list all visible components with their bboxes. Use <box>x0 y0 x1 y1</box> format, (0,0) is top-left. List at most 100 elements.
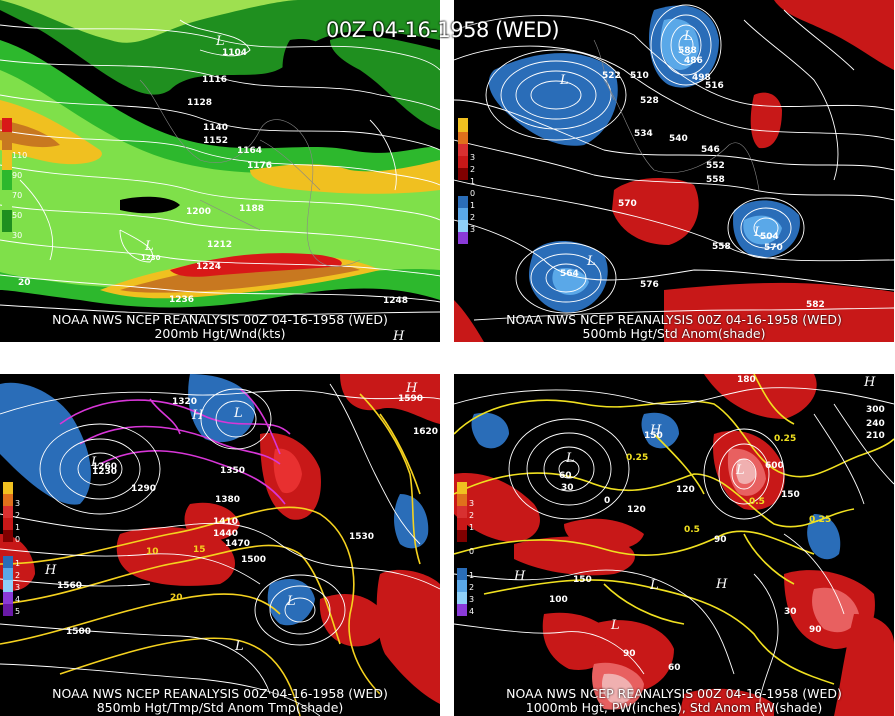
legend-label: 0 <box>469 547 474 556</box>
contour-label: 90 <box>714 535 727 545</box>
contour-label: 1230 <box>141 254 161 262</box>
contour-label: 1176 <box>247 161 272 171</box>
contour-label: 150 <box>781 490 800 500</box>
contour-label: 1560 <box>57 581 82 591</box>
map-200mb: 1104 1116 1128 1140 1152 1164 1176 1188 … <box>0 0 440 342</box>
low-marker: L <box>649 578 659 593</box>
legend-label: 3 <box>15 583 20 592</box>
legend-850mb: 3 2 1 0 1 2 3 4 5 <box>3 482 20 616</box>
high-marker: H <box>513 569 526 584</box>
legend-label: 2 <box>470 213 475 222</box>
low-marker: L <box>233 406 243 421</box>
contour-label: 1350 <box>220 466 245 476</box>
contour-label: 558 <box>712 242 731 252</box>
legend-label: 2 <box>15 571 20 580</box>
pw-label: 0.25 <box>626 453 648 463</box>
contour-label: 1164 <box>237 146 262 156</box>
low-marker: L <box>586 254 596 269</box>
high-marker: H <box>392 329 405 342</box>
contour-label: 540 <box>669 134 688 144</box>
low-marker: L <box>90 455 100 470</box>
contour-label: 564 <box>560 269 579 279</box>
legend-label: 2 <box>469 583 474 592</box>
contour-label: 1440 <box>213 529 238 539</box>
legend-label: 0 <box>470 189 475 198</box>
contour-label: 1410 <box>213 517 238 527</box>
contour-label: 30 <box>784 607 797 617</box>
contour-label: 534 <box>634 129 653 139</box>
contour-label: 1200 <box>186 207 211 217</box>
temp-label: 10 <box>146 547 159 557</box>
contour-label: 558 <box>706 175 725 185</box>
contour-label: 1500 <box>66 627 91 637</box>
legend-label: 3 <box>470 153 475 162</box>
temp-label: 20 <box>170 593 183 603</box>
caption-source: NOAA NWS NCEP REANALYSIS 00Z 04-16-1958 … <box>52 686 388 701</box>
high-marker: H <box>715 577 728 592</box>
contour-label: 522 <box>602 71 621 81</box>
contour-label: 1290 <box>131 484 156 494</box>
contour-label: 120 <box>627 505 646 515</box>
contour-label: 1212 <box>207 240 232 250</box>
contour-label: 90 <box>623 649 636 659</box>
panel-200mb: 1104 1116 1128 1140 1152 1164 1176 1188 … <box>0 0 440 342</box>
contour-label: 1230 <box>92 467 117 477</box>
legend-label: 2 <box>470 165 475 174</box>
contour-label: 582 <box>806 300 825 310</box>
contour-label: 1116 <box>202 75 227 85</box>
contour-label: 1500 <box>241 555 266 565</box>
page-title: 00Z 04-16-1958 (WED) <box>326 18 560 42</box>
caption-field: 500mb Hgt/Std Anom(shade) <box>582 326 766 341</box>
low-marker: L <box>753 225 763 240</box>
legend-label: 3 <box>469 595 474 604</box>
legend-label: 4 <box>15 595 20 604</box>
low-marker: L <box>683 29 693 44</box>
low-marker: L <box>234 639 244 654</box>
legend-label: 2 <box>15 511 20 520</box>
map-1000mb: 180 300 210 240 150 120 90 60 30 0 0.25 … <box>454 374 894 716</box>
contour-label: 1380 <box>215 495 240 505</box>
contour-label: 600 <box>765 461 784 471</box>
contour-label: 20 <box>18 278 31 288</box>
contour-label: 60 <box>559 471 572 481</box>
contour-label: 60 <box>668 663 681 673</box>
pw-label: 0.25 <box>809 515 831 525</box>
legend-label: 50 <box>12 211 22 220</box>
caption-source: NOAA NWS NCEP REANALYSIS 00Z 04-16-1958 … <box>506 312 842 327</box>
contour-label: 1128 <box>187 98 212 108</box>
high-marker: H <box>405 381 418 396</box>
low-marker: L <box>735 463 745 478</box>
legend-500mb: 3 2 1 0 1 2 3 <box>458 118 475 244</box>
contour-label: 1152 <box>203 136 228 146</box>
low-marker: L <box>610 618 620 633</box>
map-850mb: 1320 1290 1260 1230 1350 1380 1410 1440 … <box>0 374 440 716</box>
contour-label: 300 <box>866 405 885 415</box>
contour-label: 486 <box>684 56 703 66</box>
caption-field: 850mb Hgt/Tmp/Std Anom Tmp(shade) <box>96 700 344 715</box>
contour-label: 1104 <box>222 48 247 58</box>
legend-label: 30 <box>12 231 22 240</box>
contour-label: 1224 <box>196 262 221 272</box>
contour-label: 570 <box>618 199 637 209</box>
contour-label: 1140 <box>203 123 228 133</box>
legend-label: 0 <box>15 535 20 544</box>
contour-label: 546 <box>701 145 720 155</box>
legend-label: 110 <box>12 151 27 160</box>
legend-label: 1 <box>469 571 474 580</box>
legend-label: 70 <box>12 191 22 200</box>
legend-label: 5 <box>15 607 20 616</box>
high-marker: H <box>44 563 57 578</box>
contour-label: 1248 <box>383 296 408 306</box>
high-marker: H <box>649 423 662 438</box>
contour-label: 1470 <box>225 539 250 549</box>
legend-label: 1 <box>470 177 475 186</box>
low-marker: L <box>559 73 569 88</box>
legend-label: 3 <box>470 225 475 234</box>
legend-label: 1 <box>15 523 20 532</box>
contour-label: 150 <box>573 575 592 585</box>
contour-label: 516 <box>705 81 724 91</box>
low-marker: L <box>565 451 575 466</box>
caption-field: 1000mb Hgt, PW(inches), Std Anom PW(shad… <box>525 700 823 715</box>
contour-label: 30 <box>561 483 574 493</box>
